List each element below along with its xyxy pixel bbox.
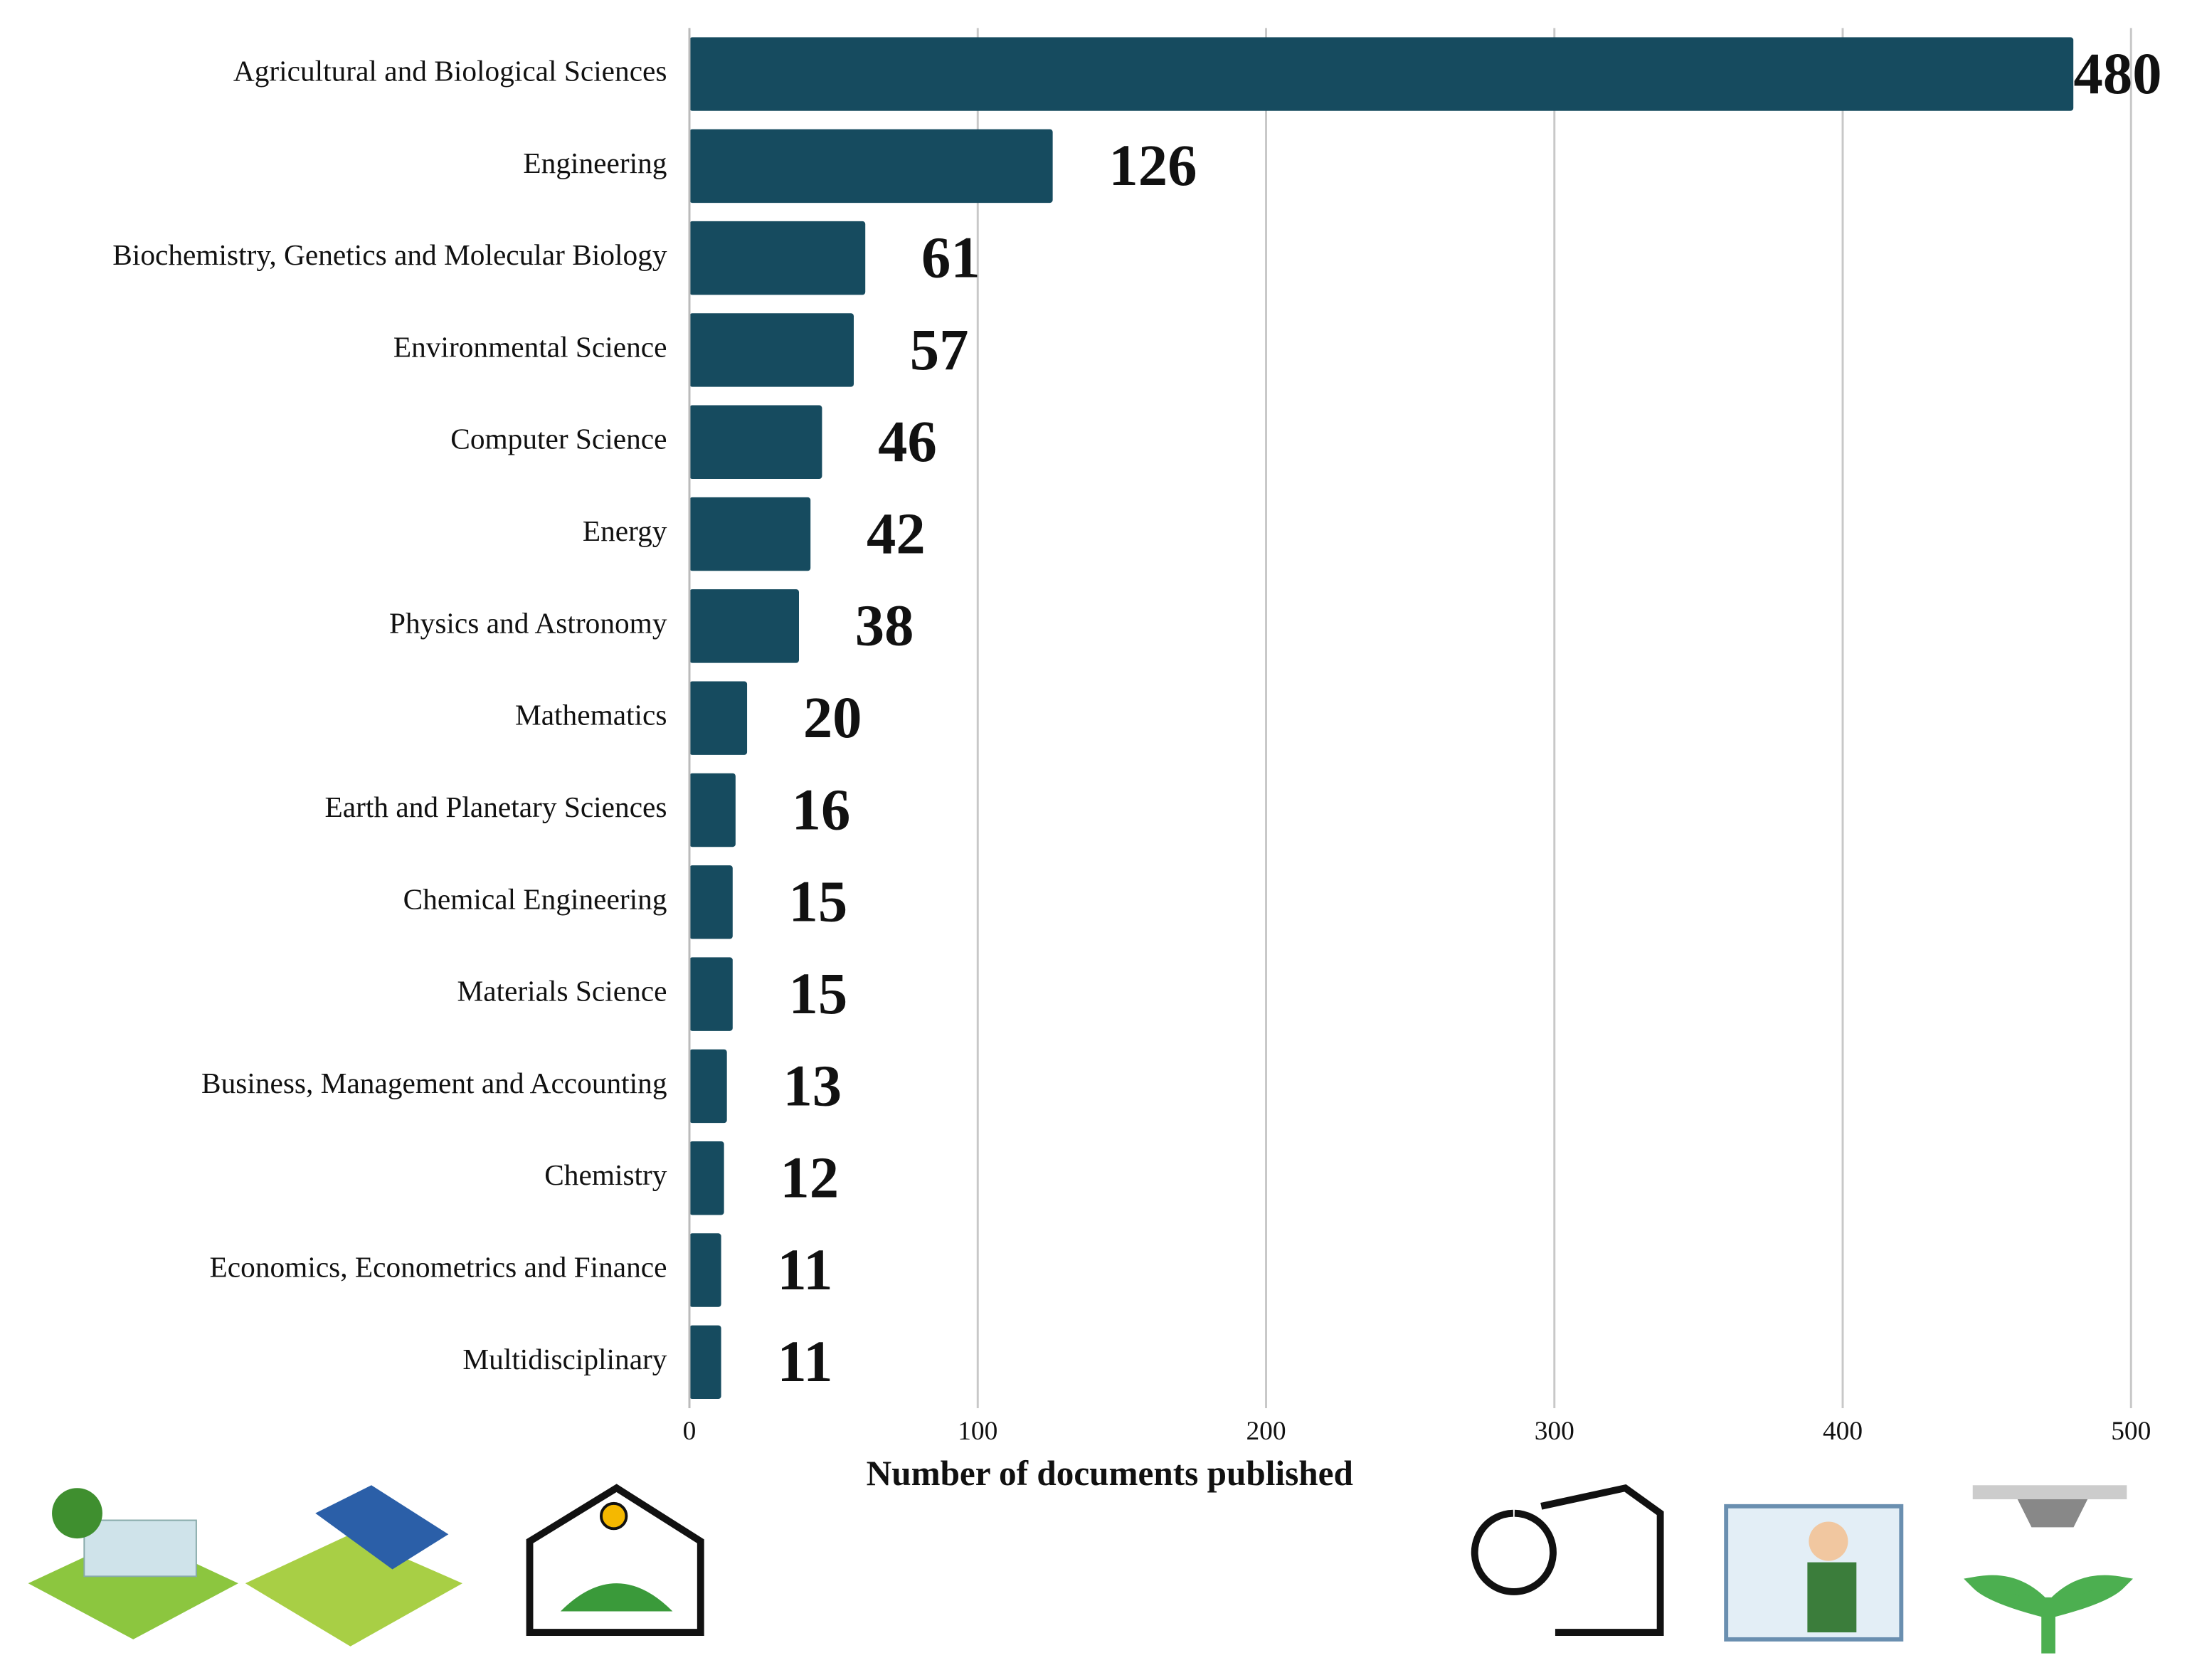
- data-label: 15: [789, 869, 848, 934]
- bar: [689, 957, 733, 1031]
- data-label: 126: [1108, 132, 1197, 198]
- data-label: 46: [878, 408, 937, 474]
- y-tick-label: Materials Science: [457, 975, 667, 1008]
- data-label: 11: [777, 1328, 832, 1394]
- icon-field: [245, 1534, 463, 1647]
- data-label: 57: [910, 317, 969, 382]
- data-label: 11: [777, 1237, 832, 1302]
- data-label: 20: [803, 685, 862, 750]
- data-label: 13: [783, 1052, 842, 1118]
- bar: [689, 1233, 721, 1307]
- y-tick-label: Agricultural and Biological Sciences: [233, 55, 667, 88]
- icon-plant: [560, 1583, 673, 1612]
- icon-sprout: [1964, 1575, 2134, 1654]
- y-tick-label: Chemical Engineering: [403, 882, 667, 915]
- bar: [689, 313, 854, 387]
- bar: [689, 589, 800, 663]
- data-label: 480: [2074, 41, 2162, 106]
- y-tick-label: Chemistry: [544, 1158, 667, 1191]
- y-tick-label: Business, Management and Accounting: [201, 1067, 667, 1099]
- bar: [689, 129, 1053, 204]
- icons: [28, 1484, 2134, 1654]
- y-tick-label: Environmental Science: [393, 330, 667, 363]
- bar: [689, 37, 2074, 111]
- y-tick-label: Mathematics: [515, 699, 667, 731]
- x-tick-label: 500: [2111, 1417, 2151, 1446]
- icon-lamp: [1972, 1485, 2127, 1499]
- icon-lamp-head: [2017, 1499, 2088, 1528]
- y-tick-label: Economics, Econometrics and Finance: [210, 1251, 667, 1284]
- icon-tree: [52, 1488, 102, 1539]
- x-axis-label: Number of documents published: [867, 1454, 1353, 1493]
- bar: [689, 497, 811, 571]
- icon-greenhouse: [83, 1519, 197, 1578]
- x-tick-label: 400: [1823, 1417, 1863, 1446]
- icon-bulb: [599, 1501, 628, 1531]
- y-tick-label: Computer Science: [450, 423, 667, 455]
- bar: [689, 773, 736, 847]
- x-tick-label: 100: [958, 1417, 997, 1446]
- data-label: 38: [855, 593, 914, 658]
- bar: [689, 1325, 721, 1400]
- y-tick-label: Biochemistry, Genetics and Molecular Bio…: [112, 238, 667, 271]
- y-tick-label: Earth and Planetary Sciences: [324, 791, 667, 823]
- y-tick-label: Energy: [583, 514, 667, 547]
- x-tick-label: 300: [1535, 1417, 1574, 1446]
- bar: [689, 1049, 727, 1124]
- y-tick-label: Engineering: [523, 147, 667, 179]
- y-tick-label: Physics and Astronomy: [389, 606, 667, 639]
- x-tick-label: 0: [683, 1417, 697, 1446]
- bar: [689, 865, 733, 939]
- bar: [689, 1141, 724, 1215]
- data-label: 15: [789, 961, 848, 1026]
- data-label: 12: [780, 1145, 839, 1210]
- icon-bulb-house: [1471, 1484, 1664, 1636]
- icon-person-body: [1807, 1562, 1857, 1633]
- data-label: 16: [792, 776, 851, 842]
- x-tick-label: 200: [1246, 1417, 1286, 1446]
- bar: [689, 221, 866, 295]
- icon-house: [526, 1484, 704, 1636]
- icon-solar: [315, 1485, 449, 1570]
- data-label: 42: [867, 500, 926, 566]
- y-tick-label: Multidisciplinary: [462, 1343, 667, 1375]
- bar: [689, 681, 748, 755]
- data-label: 61: [921, 225, 980, 290]
- icon-person: [1809, 1521, 1848, 1561]
- bar: [689, 405, 822, 479]
